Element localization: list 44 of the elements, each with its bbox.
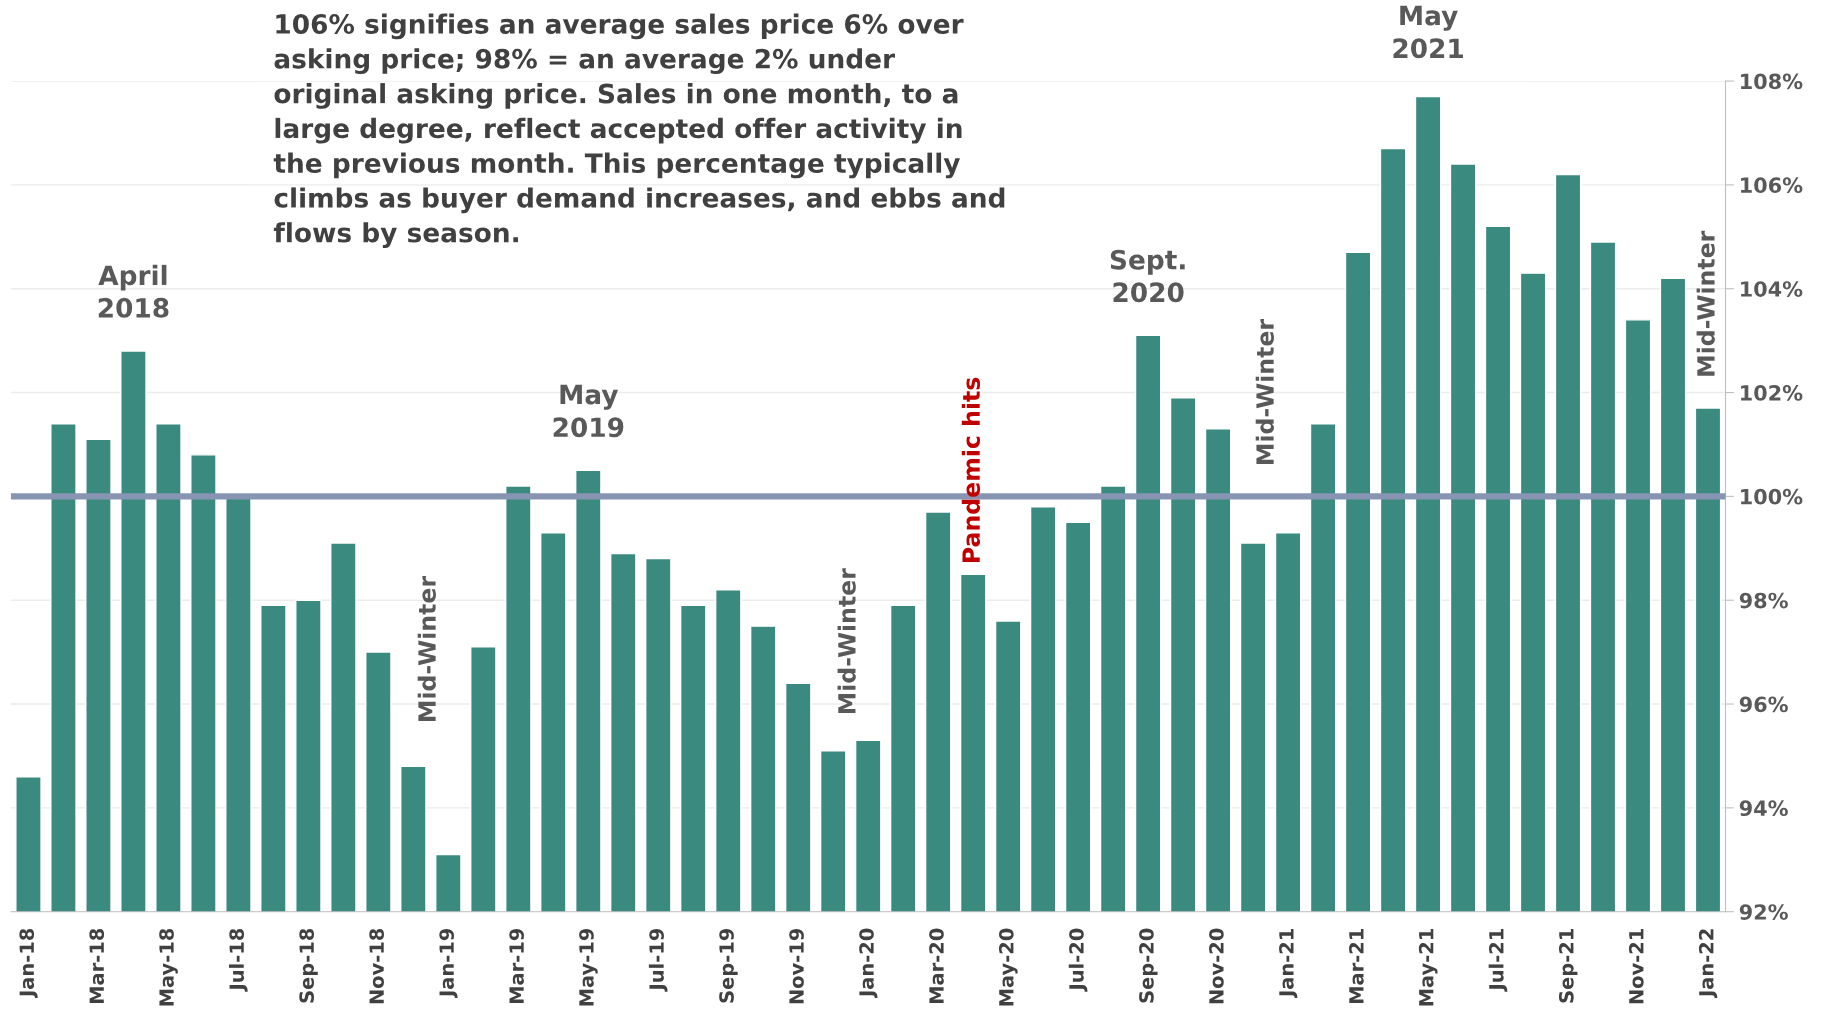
x-tick-label: Jan-22 [1698,929,1718,999]
annotation: Mid-Winter [417,576,436,721]
x-tick-label: Jul-18 [228,928,248,992]
annotation: Mid-Winter [837,568,856,714]
annotation: April 2018 [98,264,169,318]
annotation: 106% signifies an average sales price 6% over asking price; 98% = an average 2% under original asking price. Sales in one month, to a large degree, reflect accepted offer activity in the previous month. This percentage typically climbs as buyer demand increases, and ebbs and flows by season. [273,13,1005,248]
x-tick-label: Sep-21 [1558,929,1578,1003]
x-tick-label: Nov-20 [1209,928,1224,1004]
x-tick-label: May-19 [579,928,598,1006]
x-tick-label: Jan-21 [1279,929,1298,999]
y-tick-label: 100% [1741,488,1803,505]
y-tick-label: 94% [1739,800,1788,817]
x-tick-label: Nov-19 [789,928,804,1004]
y-tick-label: 92% [1739,904,1788,920]
text: May 2021 [1393,5,1463,59]
annotation: Mid-Winter [1696,230,1715,376]
x-tick-label: Jan-20 [859,928,878,999]
x-tick-label: May-20 [998,928,1018,1006]
x-tick-label: Jan-19 [439,928,458,999]
x-tick-label: Sep-19 [719,928,738,1003]
x-tick-label: Mar-21 [1349,929,1364,1004]
x-tick-label: Jul-19 [648,928,668,992]
x-tick-label: Mar-19 [509,928,524,1004]
x-tick-label: Jan-18 [19,928,38,999]
y-tick-label: 106% [1741,177,1803,194]
x-tick-label: Sep-18 [299,928,318,1003]
annotation: Mid-Winter [1255,319,1274,464]
x-tick-label: Nov-18 [369,928,384,1004]
annotation: Pandemic hits [961,377,981,562]
annotation: Sept. 2020 [1110,249,1185,303]
y-tick-label: 98% [1739,592,1788,609]
x-tick-label: Mar-18 [89,928,105,1004]
annotation: May 2019 [553,384,624,438]
x-tick-label: Jul-20 [1068,928,1088,992]
x-tick-label: Jul-21 [1488,929,1508,992]
y-tick-label: 108% [1741,73,1803,90]
x-tick-label: Nov-21 [1628,929,1644,1004]
y-tick-label: 102% [1741,384,1803,401]
x-tick-label: May-21 [1418,929,1438,1006]
y-tick-label: 104% [1741,281,1803,297]
y-tick-label: 96% [1739,696,1788,713]
x-tick-label: May-18 [159,928,178,1006]
x-tick-label: Mar-20 [929,928,944,1004]
x-tick-label: Sep-20 [1139,928,1158,1003]
